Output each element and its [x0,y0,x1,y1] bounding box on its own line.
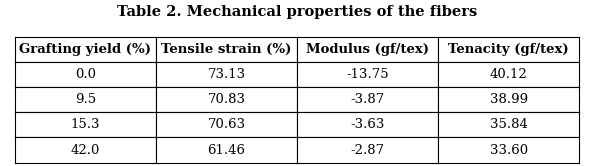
Text: Table 2. Mechanical properties of the fibers: Table 2. Mechanical properties of the fi… [117,5,477,19]
Text: 33.60: 33.60 [489,144,527,157]
Text: 70.83: 70.83 [207,93,245,106]
Text: -2.87: -2.87 [350,144,384,157]
Text: 38.99: 38.99 [489,93,527,106]
Text: 0.0: 0.0 [75,68,96,81]
Text: Modulus (gf/tex): Modulus (gf/tex) [306,43,429,56]
Text: 61.46: 61.46 [207,144,245,157]
Text: 35.84: 35.84 [489,118,527,131]
Text: Grafting yield (%): Grafting yield (%) [20,43,151,56]
Text: -13.75: -13.75 [346,68,389,81]
Text: 40.12: 40.12 [489,68,527,81]
Text: Tensile strain (%): Tensile strain (%) [162,43,292,56]
Text: 42.0: 42.0 [71,144,100,157]
Text: 70.63: 70.63 [207,118,245,131]
Text: -3.63: -3.63 [350,118,385,131]
Text: -3.87: -3.87 [350,93,385,106]
Text: 15.3: 15.3 [71,118,100,131]
Text: 73.13: 73.13 [207,68,245,81]
Text: 9.5: 9.5 [75,93,96,106]
Text: Tenacity (gf/tex): Tenacity (gf/tex) [448,43,569,56]
